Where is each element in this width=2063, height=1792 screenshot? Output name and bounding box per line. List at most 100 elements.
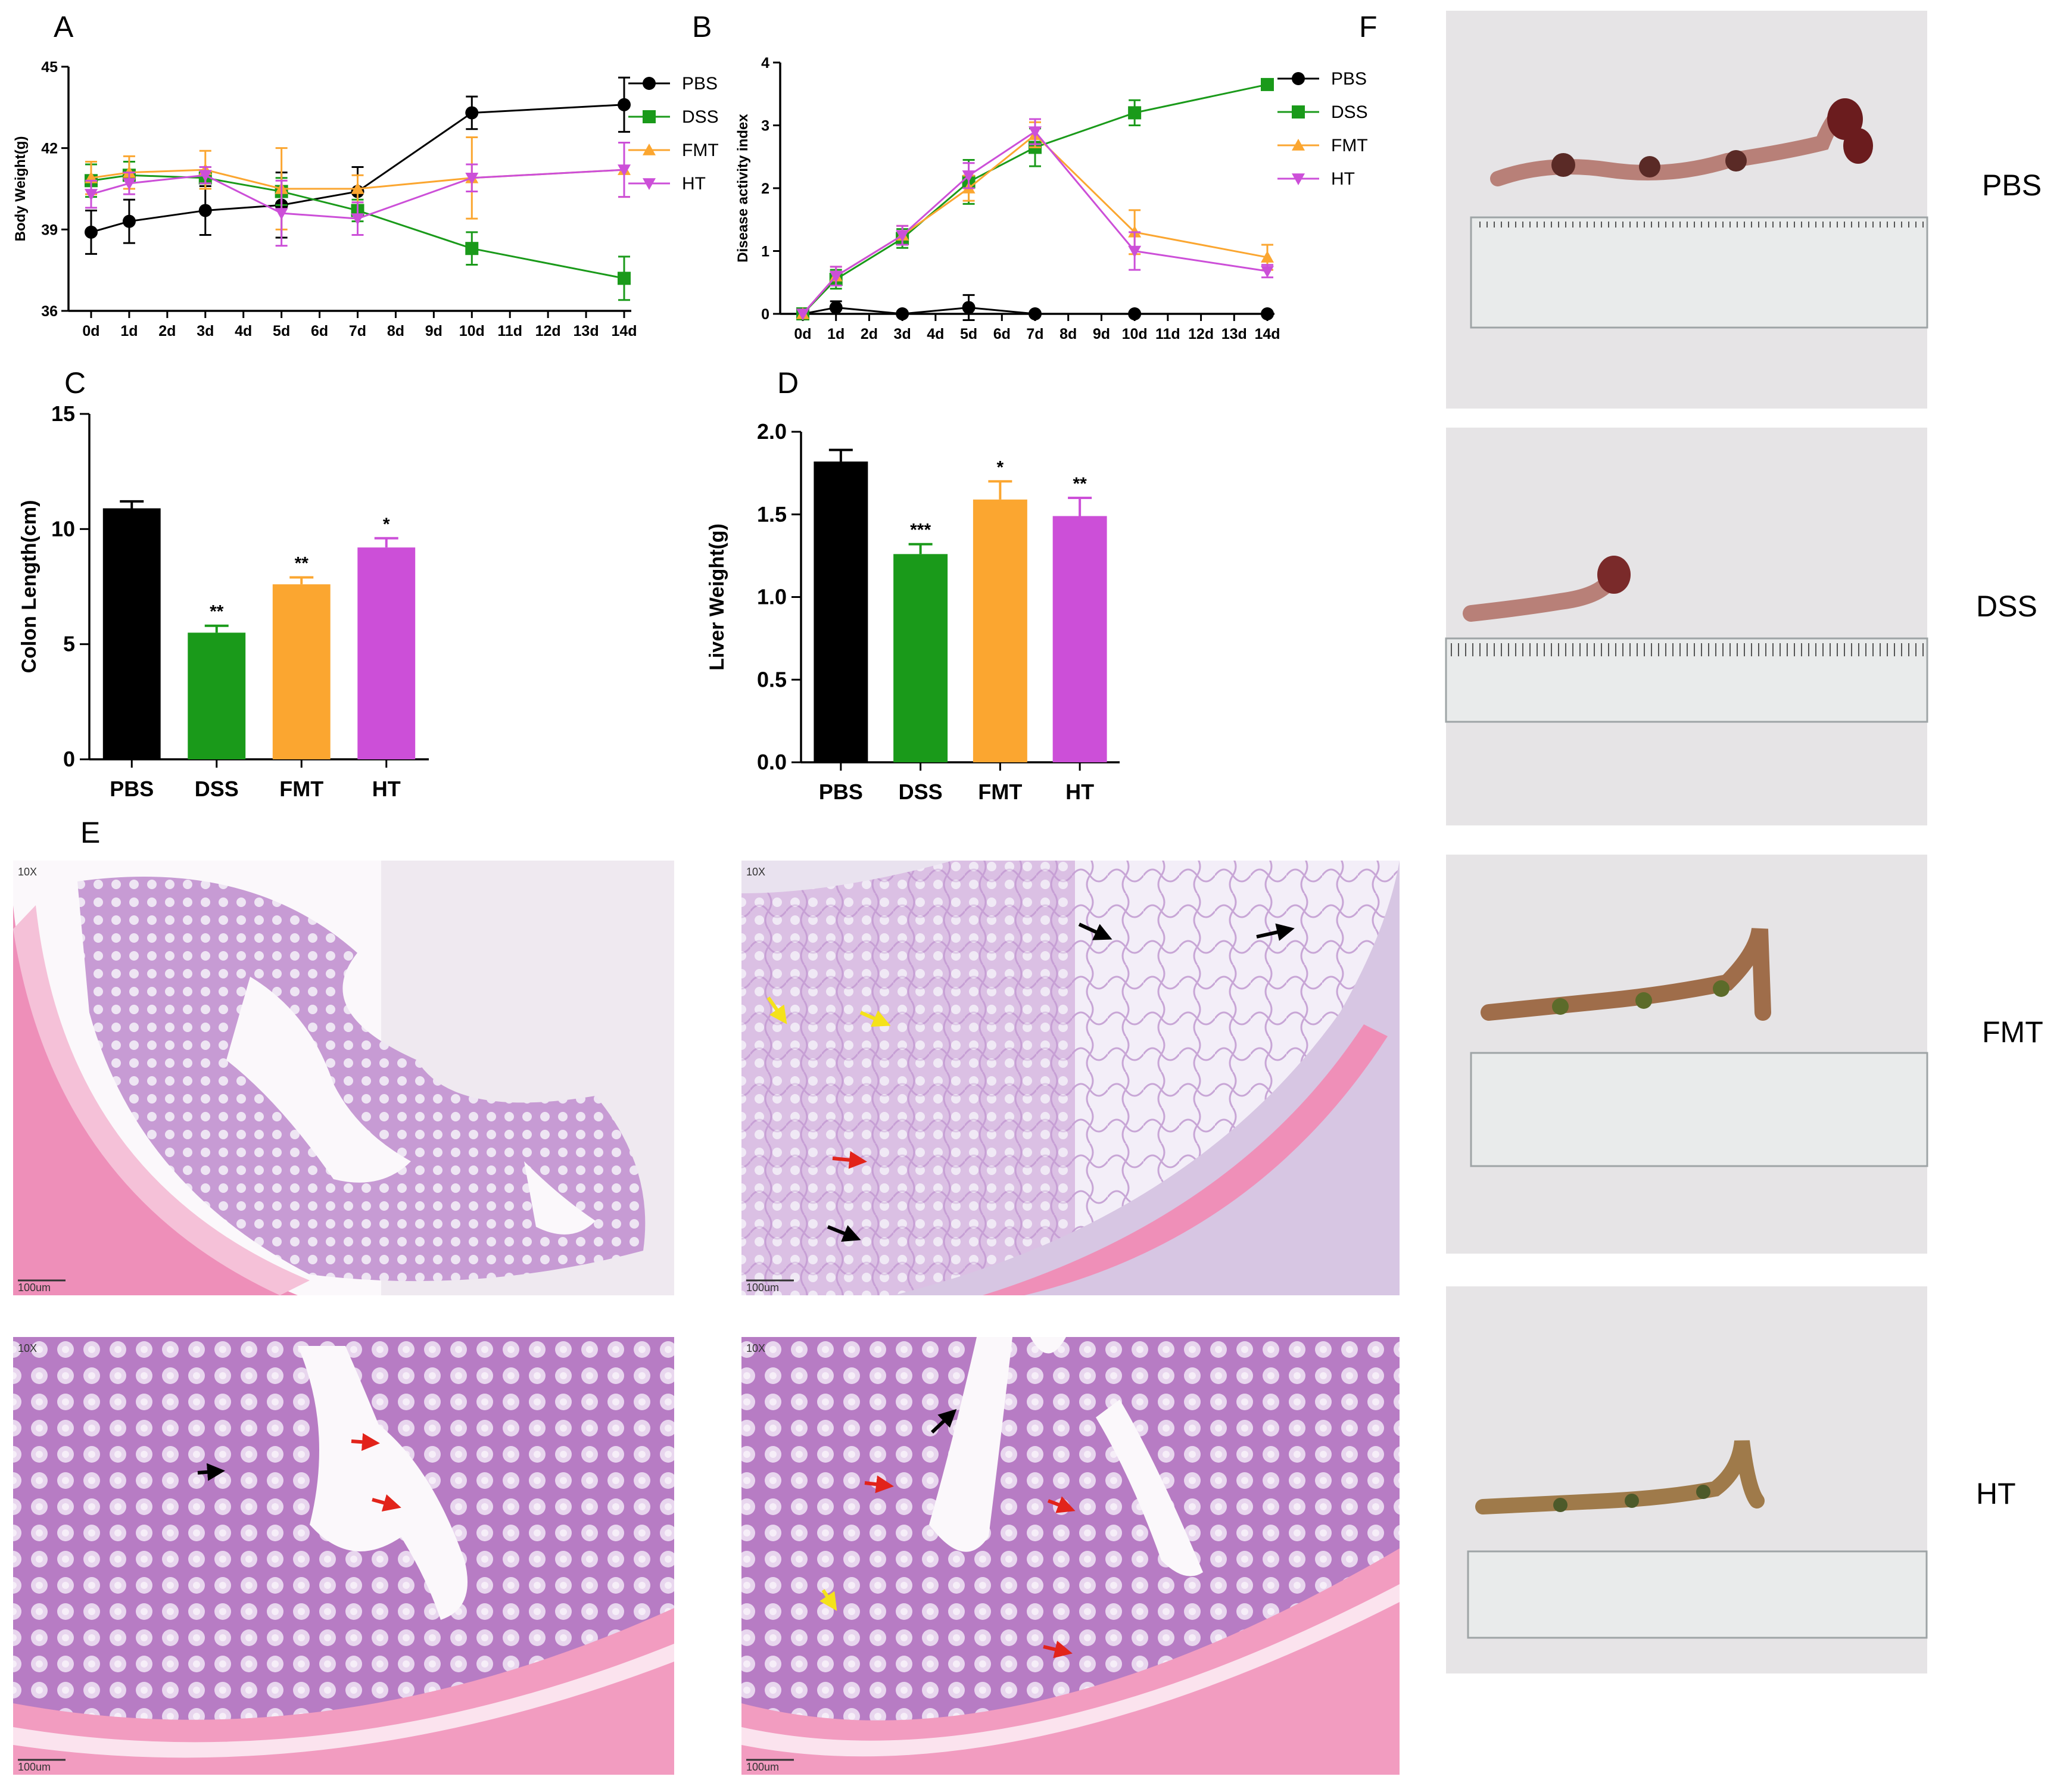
data-point xyxy=(829,270,843,283)
y-axis-label: Body Weight(g) xyxy=(13,136,29,242)
x-tick-label: 3d xyxy=(197,323,214,339)
x-tick-label: 7d xyxy=(349,323,366,339)
magnification-label: 10X xyxy=(18,1342,37,1354)
legend-marker xyxy=(1292,72,1305,85)
x-tick-label: 9d xyxy=(425,323,442,339)
series-ht xyxy=(796,118,1274,320)
y-tick-label: 3 xyxy=(761,118,769,135)
significance-label: * xyxy=(997,457,1004,477)
photo-label-dss: DSS xyxy=(1976,590,2037,623)
data-point xyxy=(1261,77,1274,91)
data-point xyxy=(198,170,212,182)
x-tick-label: 11d xyxy=(497,323,522,339)
bar xyxy=(357,547,416,759)
x-tick-label: 13d xyxy=(574,323,599,339)
series-pbs xyxy=(796,294,1274,322)
legend-entry-dss: DSS xyxy=(628,107,719,127)
x-tick-label: PBS xyxy=(110,777,154,801)
arrow-black xyxy=(197,1463,225,1481)
legend-entry-ht: HT xyxy=(628,174,706,194)
x-tick-label: HT xyxy=(1065,780,1094,804)
legend-label: DSS xyxy=(1331,102,1368,122)
series-dss xyxy=(796,77,1274,320)
y-axis-label: Colon Length(cm) xyxy=(18,500,40,674)
x-tick-label: 0d xyxy=(82,323,99,339)
x-tick-label: 8d xyxy=(1059,326,1077,342)
x-tick-label: 2d xyxy=(158,323,176,339)
chart-c-colon-length: 0 5 10 15 Colon Length(cm) PBS ** DSS ** FMT * HT xyxy=(18,401,429,801)
x-tick-label: 11d xyxy=(1155,326,1180,342)
x-tick-label: 4d xyxy=(927,326,944,342)
data-point xyxy=(1029,307,1042,320)
x-tick-label: 5d xyxy=(960,326,977,342)
data-point xyxy=(465,172,479,185)
panel-letter-a: A xyxy=(54,10,74,43)
x-tick-label: 2d xyxy=(861,326,878,342)
legend-entry-fmt: FMT xyxy=(1277,136,1368,155)
arrow-red xyxy=(351,1433,380,1451)
data-point xyxy=(618,98,631,111)
x-tick-label: 6d xyxy=(311,323,328,339)
photo-label-fmt: FMT xyxy=(1982,1015,2043,1049)
y-tick-label: 45 xyxy=(41,59,58,76)
y-tick-label: 0 xyxy=(63,747,75,771)
x-tick-label: 5d xyxy=(273,323,290,339)
legend-label: DSS xyxy=(682,107,719,127)
bar-fmt: * xyxy=(973,457,1027,762)
significance-label: ** xyxy=(295,554,309,574)
x-tick-label: HT xyxy=(372,777,401,801)
data-point xyxy=(122,214,136,228)
bar-dss: *** xyxy=(893,521,948,762)
data-point xyxy=(1261,307,1274,320)
x-tick-label: 9d xyxy=(1093,326,1110,342)
legend-marker xyxy=(643,77,656,90)
legend-label: PBS xyxy=(1331,69,1367,89)
x-tick-label: 1d xyxy=(827,326,844,342)
scale-bar-label: 100um xyxy=(746,1282,779,1294)
photo-label-pbs: PBS xyxy=(1982,169,2042,202)
photo-fmt: FMT xyxy=(1446,855,2043,1254)
photo-label-ht: HT xyxy=(1976,1477,2016,1510)
legend-label: FMT xyxy=(682,141,719,160)
x-tick-label: 10d xyxy=(459,323,485,339)
data-point xyxy=(962,170,976,182)
bar xyxy=(188,632,246,759)
significance-label: * xyxy=(383,515,390,534)
panel-letter-c: C xyxy=(64,366,86,400)
arrow-red xyxy=(864,1475,894,1494)
y-tick-label: 1 xyxy=(761,244,769,260)
chart-a-body-weight: 36 39 42 45 0d 1d 2d 3d 4d 5d 6d 7d 8d 9d 10d 11d 12d 13d… xyxy=(13,59,719,339)
significance-label: ** xyxy=(1073,474,1087,494)
data-point xyxy=(85,189,98,201)
legend-marker xyxy=(643,178,656,190)
bar-dss: ** xyxy=(188,602,246,759)
x-tick-label: FMT xyxy=(978,780,1022,804)
legend-label: PBS xyxy=(682,74,718,94)
significance-label: ** xyxy=(210,602,224,622)
data-point xyxy=(275,208,288,220)
arrow-red xyxy=(372,1494,401,1511)
data-point xyxy=(85,225,98,239)
arrow-red xyxy=(1043,1640,1073,1659)
x-tick-label: DSS xyxy=(899,780,943,804)
scale-bar-label: 100um xyxy=(746,1761,779,1773)
legend-label: HT xyxy=(1331,169,1355,189)
arrow-yellow xyxy=(819,1589,837,1611)
legend-marker xyxy=(1292,173,1305,185)
data-point xyxy=(1261,251,1274,263)
arrow-black xyxy=(1256,923,1295,941)
bar-ht: * xyxy=(357,515,416,759)
x-tick-label: DSS xyxy=(195,777,239,801)
y-tick-label: 0 xyxy=(761,306,769,323)
significance-label: *** xyxy=(910,521,931,540)
data-point xyxy=(796,308,809,320)
panel-letter-b: B xyxy=(692,10,712,43)
histology-pbs: 10X 100um xyxy=(13,861,674,1295)
legend-entry-dss: DSS xyxy=(1277,102,1368,122)
arrow-black xyxy=(1078,923,1112,940)
legend-entry-fmt: FMT xyxy=(628,141,719,160)
bar xyxy=(893,554,948,762)
x-tick-label: 13d xyxy=(1221,326,1247,342)
data-point xyxy=(829,301,843,314)
